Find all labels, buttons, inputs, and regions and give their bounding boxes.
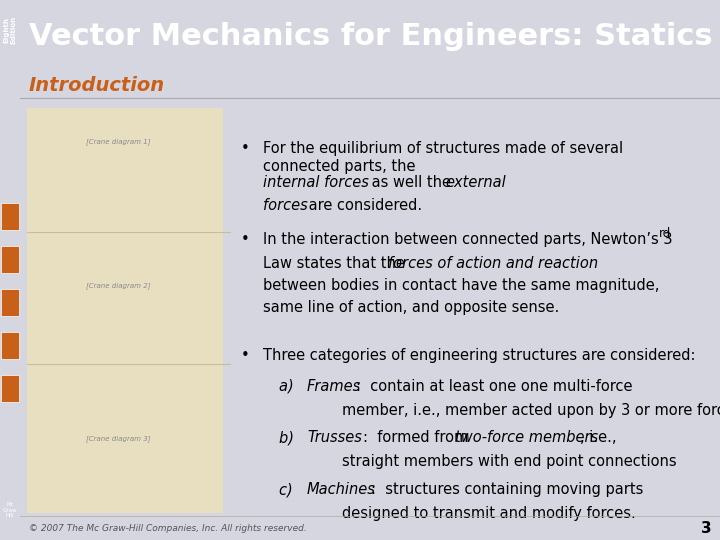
Text: Frames: Frames: [307, 379, 361, 394]
Text: For the equilibrium of structures made of several
connected parts, the: For the equilibrium of structures made o…: [263, 141, 623, 173]
Text: are considered.: are considered.: [304, 198, 422, 213]
FancyBboxPatch shape: [1, 332, 19, 359]
Text: , i.e.,: , i.e.,: [580, 430, 616, 445]
Text: [Crane diagram 3]: [Crane diagram 3]: [86, 435, 150, 442]
Text: •: •: [240, 141, 254, 156]
Text: Three categories of engineering structures are considered:: Three categories of engineering structur…: [263, 348, 696, 363]
FancyBboxPatch shape: [1, 375, 19, 402]
Text: In the interaction between connected parts, Newton’s 3: In the interaction between connected par…: [263, 232, 672, 247]
Text: designed to transmit and modify forces.: designed to transmit and modify forces.: [342, 506, 636, 521]
Text: Law states that the: Law states that the: [263, 256, 410, 271]
Text: rd: rd: [658, 227, 670, 240]
Text: [Crane diagram 2]: [Crane diagram 2]: [86, 282, 150, 289]
Text: as well the: as well the: [366, 175, 455, 190]
FancyBboxPatch shape: [27, 108, 223, 513]
Text: Trusses: Trusses: [307, 430, 362, 445]
FancyBboxPatch shape: [1, 289, 19, 316]
Text: Vector Mechanics for Engineers: Statics: Vector Mechanics for Engineers: Statics: [29, 22, 712, 51]
Text: [Crane diagram 1]: [Crane diagram 1]: [86, 138, 150, 145]
Text: forces: forces: [263, 198, 307, 213]
Text: •: •: [240, 348, 254, 363]
FancyBboxPatch shape: [1, 202, 19, 230]
Text: between bodies in contact have the same magnitude,: between bodies in contact have the same …: [263, 278, 660, 293]
Text: :  formed from: : formed from: [363, 430, 473, 445]
FancyBboxPatch shape: [1, 246, 19, 273]
Text: a): a): [279, 379, 303, 394]
Text: same line of action, and opposite sense.: same line of action, and opposite sense.: [263, 300, 559, 315]
Text: external: external: [445, 175, 505, 190]
Text: 3: 3: [701, 521, 711, 536]
Text: member, i.e., member acted upon by 3 or more forces.: member, i.e., member acted upon by 3 or …: [342, 403, 720, 418]
Text: forces of action and reaction: forces of action and reaction: [387, 256, 598, 271]
Text: :  structures containing moving parts: : structures containing moving parts: [372, 482, 644, 497]
Text: b): b): [279, 430, 303, 445]
Text: Introduction: Introduction: [29, 76, 165, 96]
Text: internal forces: internal forces: [263, 175, 369, 190]
Text: straight members with end point connections: straight members with end point connecti…: [342, 454, 677, 469]
Text: :  contain at least one one multi-force: : contain at least one one multi-force: [356, 379, 633, 394]
Text: c): c): [279, 482, 302, 497]
Text: Mc
Graw
Hill: Mc Graw Hill: [3, 502, 17, 518]
Text: Eighth
Edition: Eighth Edition: [4, 16, 17, 44]
Text: Machines: Machines: [307, 482, 376, 497]
Text: •: •: [240, 232, 254, 247]
Text: © 2007 The Mc Graw-Hill Companies, Inc. All rights reserved.: © 2007 The Mc Graw-Hill Companies, Inc. …: [29, 524, 306, 534]
Text: two-force members: two-force members: [456, 430, 598, 445]
